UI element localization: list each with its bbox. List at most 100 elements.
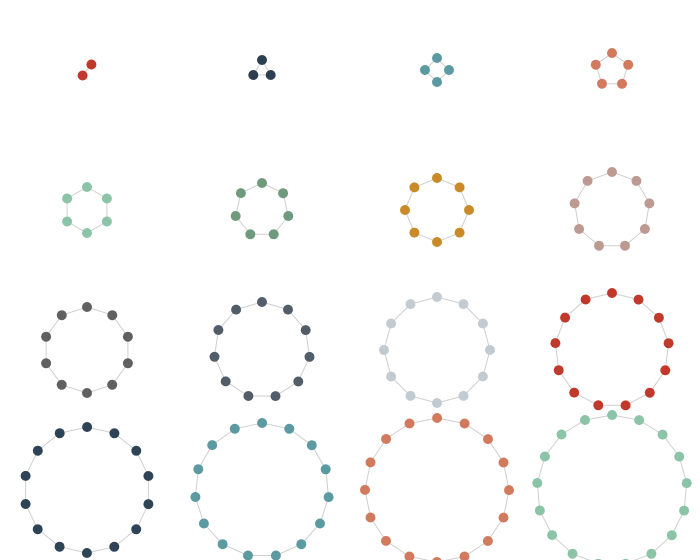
graph-node (432, 557, 442, 560)
graph-node (62, 193, 73, 204)
graph-node (231, 304, 242, 315)
graph-node (458, 390, 469, 401)
graph-node (82, 422, 93, 432)
ring-graph-14-nodes (20, 422, 154, 558)
graph-node (405, 299, 416, 310)
graph-node (634, 415, 645, 426)
graph-node (458, 299, 469, 310)
graph-node (86, 59, 97, 70)
graph-node (243, 550, 253, 560)
graph-node (41, 331, 52, 342)
graph-node (217, 539, 228, 550)
graph-node (594, 240, 604, 251)
graph-node (131, 524, 142, 535)
graph-node (283, 211, 294, 221)
graph-node (432, 237, 442, 247)
graph-node (620, 400, 631, 411)
ring-edges (383, 296, 491, 404)
graph-node (82, 302, 92, 312)
graph-node (560, 312, 571, 323)
graph-node (582, 175, 593, 186)
graph-node (270, 550, 281, 560)
graph-node (580, 415, 590, 425)
ring-graph-16-nodes (360, 413, 514, 560)
graph-node (143, 471, 154, 481)
graph-node (365, 512, 376, 523)
graph-node (32, 445, 43, 456)
graph-node (101, 216, 112, 227)
graph-node (209, 351, 220, 362)
graph-node (365, 457, 376, 468)
graph-node (257, 418, 268, 428)
ring-graph-12-nodes (379, 292, 495, 408)
graph-node (607, 48, 617, 58)
graph-node (207, 440, 218, 451)
graph-node (483, 434, 493, 445)
graph-node (660, 365, 671, 376)
graph-node (534, 505, 545, 516)
graph-node (607, 167, 617, 177)
ring-graph-17-nodes (532, 410, 692, 560)
graph-node (77, 70, 88, 81)
graph-node (101, 193, 112, 204)
graph-node (82, 182, 92, 192)
graph-node (270, 391, 281, 402)
graph-node (432, 173, 442, 183)
graph-node (306, 440, 317, 451)
ring-edges (252, 59, 272, 76)
graph-node (432, 413, 443, 423)
graph-node (54, 428, 65, 439)
graph-node (82, 388, 92, 398)
graph-node (432, 398, 442, 408)
graph-node (257, 55, 267, 65)
graph-node (315, 518, 325, 529)
graph-node (300, 325, 311, 336)
ring-edges (194, 422, 330, 556)
graph-node (477, 371, 488, 382)
graph-node (143, 499, 154, 510)
graph-node (243, 391, 254, 401)
graph-node (20, 470, 31, 481)
graph-node (268, 229, 279, 240)
graph-node (32, 524, 43, 535)
graph-node (646, 548, 657, 559)
graph-node (567, 548, 578, 559)
graph-node (82, 228, 92, 238)
graph-node (62, 216, 73, 227)
graph-node (482, 536, 493, 546)
graph-node (681, 478, 692, 489)
graph-node (432, 292, 442, 302)
ring-graph-8-nodes (400, 173, 474, 247)
ring-edges (66, 186, 108, 234)
graph-node (381, 434, 392, 444)
graph-node (580, 294, 591, 305)
ring-edges (25, 426, 149, 554)
graph-node (420, 65, 430, 75)
ring-graph-10-nodes (41, 302, 133, 398)
graph-node (485, 345, 495, 355)
graph-node (432, 77, 442, 87)
ring-edges (364, 417, 510, 560)
graph-node (593, 400, 604, 411)
graph-node (547, 530, 558, 541)
ring-graph-3-nodes (248, 55, 276, 80)
graph-node (432, 53, 442, 63)
graph-node (620, 240, 630, 251)
graph-node (257, 297, 267, 307)
graph-node (631, 175, 642, 186)
graph-node (213, 325, 224, 335)
graph-node (409, 182, 420, 193)
graph-node (284, 423, 295, 434)
ring-graph-9-nodes (569, 167, 655, 251)
graph-node (597, 78, 607, 89)
graph-node (464, 205, 474, 215)
graph-node (477, 318, 488, 329)
graph-node (109, 541, 120, 552)
graph-node (405, 390, 416, 401)
graph-node (644, 387, 655, 398)
graph-node (122, 358, 133, 369)
ring-graph-2-nodes (77, 59, 97, 81)
graph-node (556, 429, 567, 440)
graph-node (459, 551, 470, 560)
graph-node (553, 365, 564, 376)
